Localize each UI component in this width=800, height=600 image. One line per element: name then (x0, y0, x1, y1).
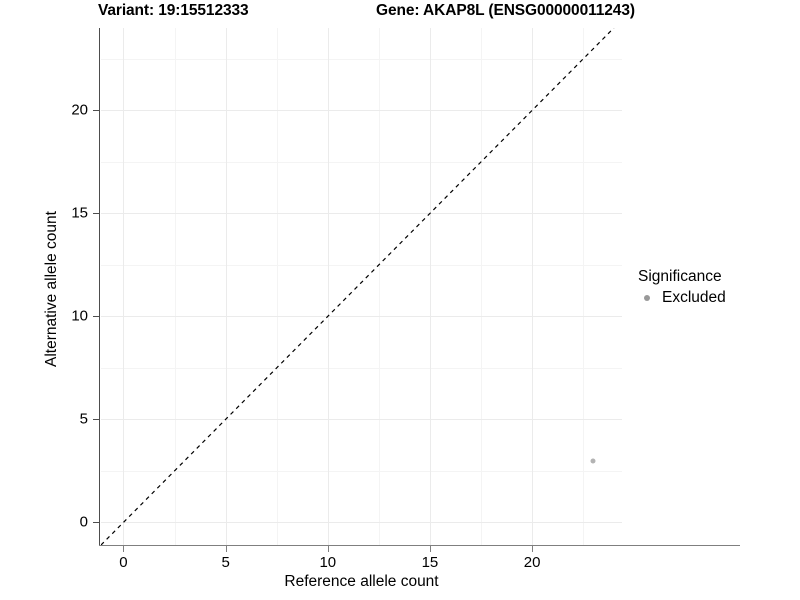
y-tick-label: 5 (79, 410, 88, 428)
x-tick-mark (532, 546, 534, 552)
y-axis-title: Alternative allele count (43, 211, 60, 367)
gridline (101, 161, 622, 163)
variant-title: Variant: 19:15512333 (98, 2, 249, 19)
x-tick-label: 0 (119, 554, 128, 571)
y-tick-label: 15 (71, 204, 88, 222)
gridline (429, 28, 431, 545)
gene-title: Gene: AKAP8L (ENSG00000011243) (376, 2, 635, 19)
x-tick-mark (327, 546, 329, 552)
gridline (276, 28, 278, 545)
identity-reference-line (101, 28, 622, 545)
x-tick-label: 5 (221, 554, 230, 571)
gridline (123, 28, 125, 545)
y-axis-line (99, 28, 100, 546)
y-tick-mark (93, 316, 99, 318)
gridline (174, 28, 176, 545)
gridline (101, 58, 622, 60)
x-axis-title: Reference allele count (284, 573, 439, 590)
y-tick-label: 10 (71, 307, 88, 325)
y-tick-mark (93, 419, 99, 421)
legend-key (638, 289, 656, 307)
gridline (101, 470, 622, 472)
y-tick-mark (93, 522, 99, 524)
gridline (481, 28, 483, 545)
x-tick-mark (429, 546, 431, 552)
x-tick-mark (123, 546, 125, 552)
x-tick-mark (225, 546, 227, 552)
plot-panel (101, 28, 622, 545)
x-tick-label: 10 (319, 554, 337, 571)
data-point (590, 458, 596, 464)
gridline (101, 419, 622, 421)
gridline (327, 28, 329, 545)
x-tick-label: 20 (523, 554, 541, 571)
gridline (101, 316, 622, 318)
x-axis-line (99, 545, 740, 546)
y-tick-mark (93, 213, 99, 215)
gridline (101, 110, 622, 112)
y-tick-mark (93, 110, 99, 112)
legend-items: Excluded (638, 289, 798, 307)
gridline (583, 28, 585, 545)
legend-dot-icon (644, 295, 650, 301)
y-tick-label: 20 (71, 101, 88, 119)
gridline (532, 28, 534, 545)
legend-item: Excluded (638, 289, 798, 307)
x-tick-label: 15 (421, 554, 439, 571)
gridline (225, 28, 227, 545)
legend: Significance Excluded (638, 268, 798, 307)
legend-title: Significance (638, 268, 722, 285)
gridline (101, 213, 622, 215)
legend-item-label: Excluded (662, 289, 726, 306)
y-tick-label: 0 (79, 513, 88, 531)
gridline (378, 28, 380, 545)
figure-title-row: Variant: 19:15512333 Gene: AKAP8L (ENSG0… (0, 2, 740, 26)
gridline (101, 522, 622, 524)
gridline (101, 367, 622, 369)
gridline (101, 264, 622, 266)
